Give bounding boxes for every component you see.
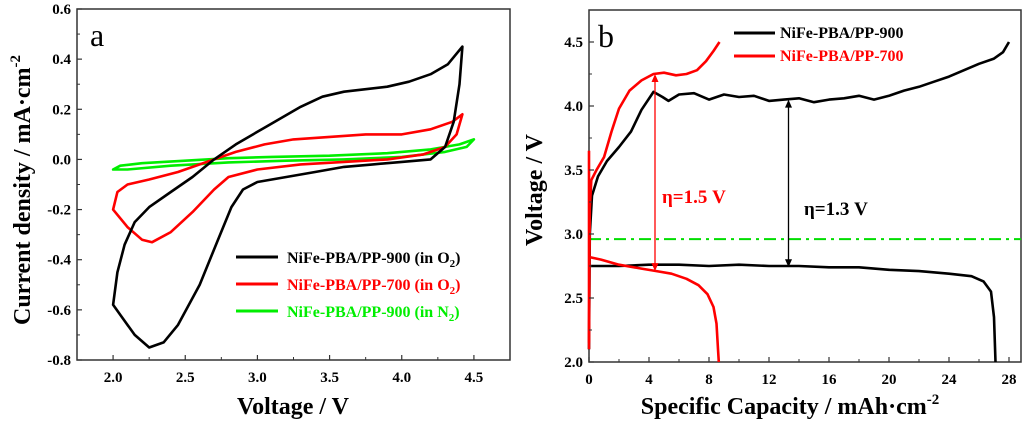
cv-curve-1 <box>111 113 464 244</box>
legend-a-0-suffix: ) <box>455 250 460 267</box>
y-axis-title-a-sup: -2 <box>8 55 24 68</box>
x-axis-title-b-sup: -2 <box>927 392 940 408</box>
x-axis-title-b-main: Specific Capacity / mAh·cm <box>641 394 927 420</box>
legend-a-2-suffix: ) <box>454 304 459 321</box>
eta-arrow-head-bottom-0 <box>651 263 659 272</box>
legend-a-1-sub: 2 <box>450 285 456 297</box>
y-tick-label-a-3: -0.2 <box>47 203 71 219</box>
legend-label-a-2: NiFe-PBA/PP-900 (in N2) <box>287 304 460 324</box>
y-axis-title-a: Current density / mA·cm-2 <box>8 55 36 325</box>
legend-a-0-sub: 2 <box>450 258 456 270</box>
panel-b: 0 4 8 12 16 20 24 28 2.0 2.5 3.0 3.5 4.0 4.5 b Specif… <box>522 9 1022 420</box>
x-tick-label-b-6: 24 <box>942 372 958 388</box>
x-tick-label-a-1: 2.5 <box>176 370 195 386</box>
legend-label-b-0: NiFe-PBA/PP-900 <box>780 25 904 42</box>
curves-a <box>111 45 476 349</box>
legend-b: NiFe-PBA/PP-900 NiFe-PBA/PP-700 <box>734 25 904 65</box>
y-axis-title-a-main: Current density / mA·cm <box>10 67 36 325</box>
legend-label-a-0: NiFe-PBA/PP-900 (in O2) <box>287 250 460 270</box>
y-tick-label-a-1: -0.6 <box>47 303 71 319</box>
ticks-b: 0 4 8 12 16 20 24 28 2.0 2.5 3.0 3.5 4.0 4.5 <box>564 35 1016 388</box>
annotation-eta-700: η=1.5 V <box>662 187 726 208</box>
y-tick-label-a-4: 0.0 <box>52 152 71 168</box>
legend-a-0-name: NiFe-PBA/PP-900 (in O <box>287 250 450 267</box>
y-tick-label-b-3: 3.5 <box>564 163 583 179</box>
eta-arrow-head-top-1 <box>785 99 792 108</box>
x-tick-label-b-2: 8 <box>705 372 713 388</box>
x-axis-title-b: Specific Capacity / mAh·cm-2 <box>641 392 939 420</box>
panel-a: 2.0 2.5 3.0 3.5 4.0 4.5 -0.8 -0.6 -0.4 -0.2 0.0 0.2… <box>8 2 511 420</box>
y-tick-label-a-7: 0.6 <box>52 2 71 18</box>
x-tick-label-a-5: 4.5 <box>465 370 484 386</box>
x-tick-label-b-0: 0 <box>585 372 593 388</box>
x-tick-label-b-7: 28 <box>1002 372 1017 388</box>
y-tick-label-b-4: 4.0 <box>564 99 583 115</box>
y-tick-label-b-1: 2.5 <box>564 291 583 307</box>
legend-label-a-1: NiFe-PBA/PP-700 (in O2) <box>287 277 460 297</box>
curves-b <box>587 41 1021 363</box>
y-tick-label-a-6: 0.4 <box>52 52 71 68</box>
legend-a: NiFe-PBA/PP-900 (in O2) NiFe-PBA/PP-700 … <box>236 250 460 324</box>
x-tick-label-b-4: 16 <box>822 372 838 388</box>
y-tick-label-a-5: 0.2 <box>52 102 71 118</box>
x-tick-label-a-4: 4.0 <box>392 370 411 386</box>
panel-label-a: a <box>90 17 104 53</box>
x-tick-label-b-5: 20 <box>882 372 897 388</box>
y-tick-label-b-5: 4.5 <box>564 35 583 51</box>
cv-curve-0 <box>111 45 464 349</box>
legend-label-b-1: NiFe-PBA/PP-700 <box>780 48 904 65</box>
legend-a-1-suffix: ) <box>455 277 460 294</box>
y-tick-label-b-0: 2.0 <box>564 355 583 371</box>
x-tick-label-a-0: 2.0 <box>104 370 123 386</box>
legend-a-2-sub: 2 <box>449 312 455 324</box>
x-tick-label-b-1: 4 <box>645 372 653 388</box>
legend-a-2-name: NiFe-PBA/PP-900 (in N <box>287 304 449 321</box>
ticks-a: 2.0 2.5 3.0 3.5 4.0 4.5 -0.8 -0.6 -0.4 -0.2 0.0 0.2… <box>47 2 483 386</box>
panel-label-b: b <box>598 18 614 54</box>
cv-curve-2 <box>111 138 476 171</box>
eta-arrow-head-top-0 <box>651 74 659 82</box>
eta-arrow-head-bottom-1 <box>785 259 792 268</box>
voltage-curve-1-2 <box>588 255 721 363</box>
y-tick-label-a-0: -0.8 <box>47 353 71 369</box>
voltage-curve-0-1 <box>589 263 997 363</box>
x-tick-label-b-3: 12 <box>762 372 777 388</box>
y-tick-label-b-2: 3.0 <box>564 227 583 243</box>
legend-a-1-name: NiFe-PBA/PP-700 (in O <box>287 277 450 294</box>
x-axis-title-a: Voltage / V <box>237 394 350 420</box>
x-tick-label-a-2: 3.0 <box>248 370 267 386</box>
y-axis-title-b: Voltage / V <box>522 133 548 246</box>
annotation-eta-900: η=1.3 V <box>804 199 868 220</box>
y-tick-label-a-2: -0.4 <box>47 253 71 269</box>
x-tick-label-a-3: 3.5 <box>320 370 339 386</box>
voltage-curve-1-0 <box>587 41 721 343</box>
voltage-curve-0-0 <box>587 41 1011 350</box>
